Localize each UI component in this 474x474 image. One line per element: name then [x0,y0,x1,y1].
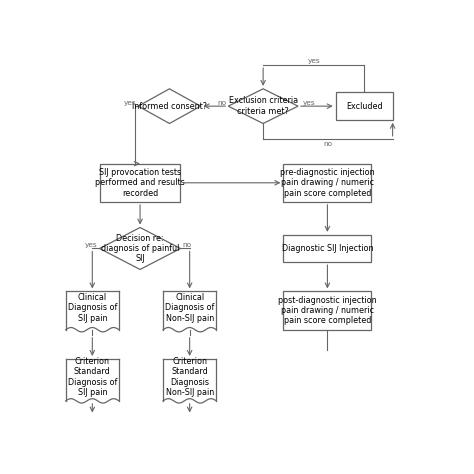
Text: Excluded: Excluded [346,101,383,110]
Text: yes: yes [302,100,315,106]
Text: no: no [217,100,227,106]
Text: Exclusion criteria
criteria met?: Exclusion criteria criteria met? [228,96,298,116]
Text: Clinical
Diagnosis of
Non-SIJ pain: Clinical Diagnosis of Non-SIJ pain [165,293,214,322]
Text: no: no [323,141,332,146]
Polygon shape [100,228,181,270]
Polygon shape [138,89,201,124]
Text: yes: yes [307,58,320,64]
Text: yes: yes [85,242,98,248]
Text: SIJ provocation tests
performed and results
recorded: SIJ provocation tests performed and resu… [95,168,185,198]
Text: Decision re:
diagnosis of painful
SIJ: Decision re: diagnosis of painful SIJ [101,234,179,264]
Text: Clinical
Diagnosis of
SIJ pain: Clinical Diagnosis of SIJ pain [68,293,117,322]
Polygon shape [228,89,298,124]
Text: Criterion
Standard
Diagnosis of
SIJ pain: Criterion Standard Diagnosis of SIJ pain [68,357,117,397]
Text: Diagnostic SIJ Injection: Diagnostic SIJ Injection [282,244,373,253]
FancyBboxPatch shape [336,92,392,120]
Text: no: no [182,242,191,248]
FancyBboxPatch shape [283,292,372,330]
FancyBboxPatch shape [100,164,181,202]
Text: Criterion
Standard
Diagnosis
Non-SIJ pain: Criterion Standard Diagnosis Non-SIJ pai… [165,357,214,397]
Text: yes: yes [124,100,137,106]
Text: post-diagnostic injection
pain drawing / numeric
pain score completed: post-diagnostic injection pain drawing /… [278,296,377,326]
FancyBboxPatch shape [283,235,372,262]
FancyBboxPatch shape [283,164,372,202]
Text: pre-diagnostic injection
pain drawing / numeric
pain score completed: pre-diagnostic injection pain drawing / … [280,168,375,198]
Text: Informed consent?: Informed consent? [132,101,207,110]
